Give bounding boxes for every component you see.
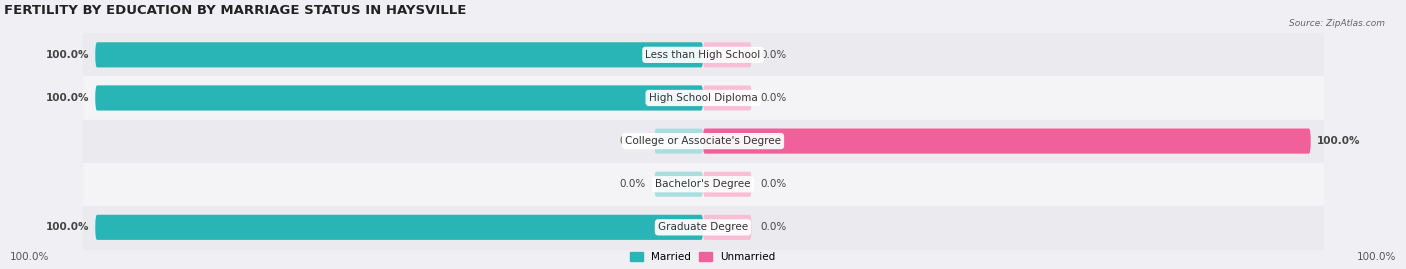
Text: 0.0%: 0.0% [761, 93, 787, 103]
Text: Source: ZipAtlas.com: Source: ZipAtlas.com [1289, 19, 1385, 28]
Bar [83, 163, 1323, 206]
FancyBboxPatch shape [96, 42, 703, 67]
FancyBboxPatch shape [703, 172, 752, 197]
FancyBboxPatch shape [96, 86, 703, 111]
Text: Less than High School: Less than High School [645, 50, 761, 60]
Text: Bachelor's Degree: Bachelor's Degree [655, 179, 751, 189]
Bar [83, 119, 1323, 163]
Text: FERTILITY BY EDUCATION BY MARRIAGE STATUS IN HAYSVILLE: FERTILITY BY EDUCATION BY MARRIAGE STATU… [4, 4, 467, 17]
Text: 0.0%: 0.0% [619, 179, 645, 189]
FancyBboxPatch shape [703, 42, 752, 67]
FancyBboxPatch shape [654, 129, 703, 154]
Text: High School Diploma: High School Diploma [648, 93, 758, 103]
FancyBboxPatch shape [703, 129, 1310, 154]
Text: Graduate Degree: Graduate Degree [658, 222, 748, 232]
Text: 100.0%: 100.0% [10, 252, 49, 262]
Text: 100.0%: 100.0% [1317, 136, 1360, 146]
Text: 100.0%: 100.0% [46, 222, 89, 232]
Text: 100.0%: 100.0% [46, 93, 89, 103]
FancyBboxPatch shape [96, 42, 703, 67]
FancyBboxPatch shape [654, 172, 703, 197]
Text: 0.0%: 0.0% [761, 179, 787, 189]
Text: College or Associate's Degree: College or Associate's Degree [626, 136, 780, 146]
Bar [83, 76, 1323, 119]
FancyBboxPatch shape [96, 215, 703, 240]
FancyBboxPatch shape [96, 86, 703, 111]
FancyBboxPatch shape [703, 215, 752, 240]
FancyBboxPatch shape [703, 129, 1310, 154]
FancyBboxPatch shape [703, 86, 752, 111]
Legend: Married, Unmarried: Married, Unmarried [626, 248, 780, 266]
Text: 100.0%: 100.0% [1357, 252, 1396, 262]
Text: 0.0%: 0.0% [619, 136, 645, 146]
Text: 100.0%: 100.0% [46, 50, 89, 60]
FancyBboxPatch shape [96, 215, 703, 240]
Text: 0.0%: 0.0% [761, 222, 787, 232]
Text: 0.0%: 0.0% [761, 50, 787, 60]
Bar [83, 33, 1323, 76]
Bar [83, 206, 1323, 249]
